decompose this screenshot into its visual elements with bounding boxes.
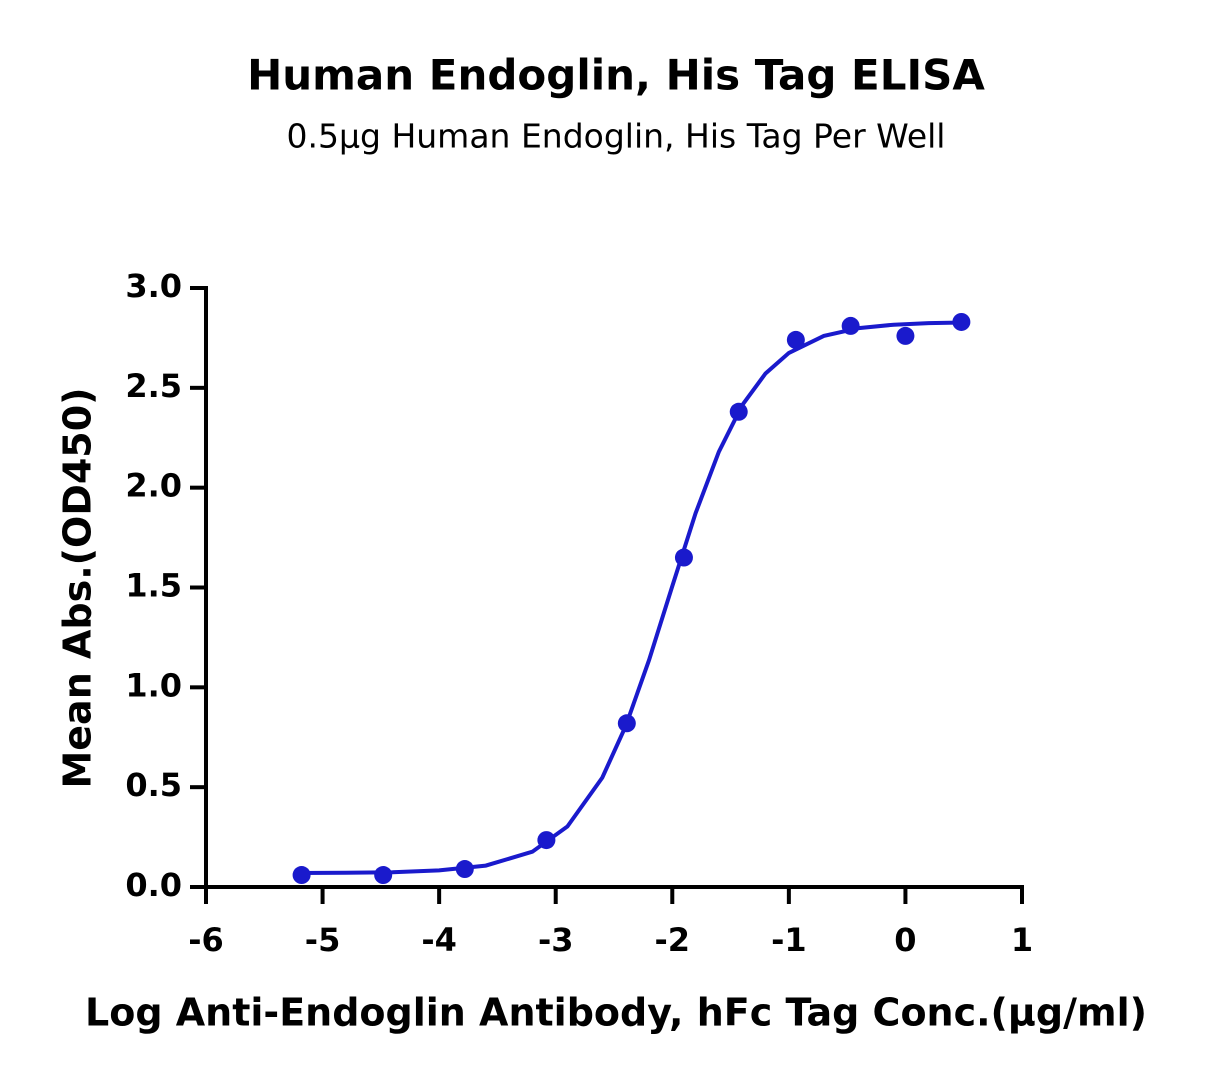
y-tick-label: 3.0 [125,267,182,305]
data-point [729,402,748,421]
x-tick-label: -5 [305,921,341,959]
data-point [374,866,393,885]
x-tick-label: -2 [655,921,691,959]
y-axis-label: Mean Abs.(OD450) [56,387,100,788]
data-point [952,312,971,331]
fit-curve [299,320,964,875]
x-tick-label: -4 [421,921,457,959]
x-tick-label: -1 [771,921,807,959]
y-tick-label: 1.0 [125,666,182,704]
data-point [537,831,556,850]
data-point [896,326,915,345]
y-tick-label: 0.5 [125,766,182,804]
y-tick-label: 2.0 [125,467,182,505]
data-point [841,316,860,335]
x-tick-label: -6 [188,921,224,959]
x-axis-label: Log Anti-Endoglin Antibody, hFc Tag Conc… [85,991,1147,1035]
y-tick-label: 1.5 [125,567,182,605]
data-point [292,866,311,885]
chart-subtitle: 0.5µg Human Endoglin, His Tag Per Well [287,117,946,156]
chart-title: Human Endoglin, His Tag ELISA [247,51,985,100]
data-point [455,860,474,879]
data-point [674,548,693,567]
y-tick-label: 2.5 [125,367,182,405]
x-tick-label: -3 [538,921,574,959]
x-tick-label: 0 [894,921,916,959]
y-tick-label: 0.0 [125,866,182,904]
data-point [617,714,636,733]
x-tick-label: 1 [1011,921,1033,959]
data-point [786,330,805,349]
